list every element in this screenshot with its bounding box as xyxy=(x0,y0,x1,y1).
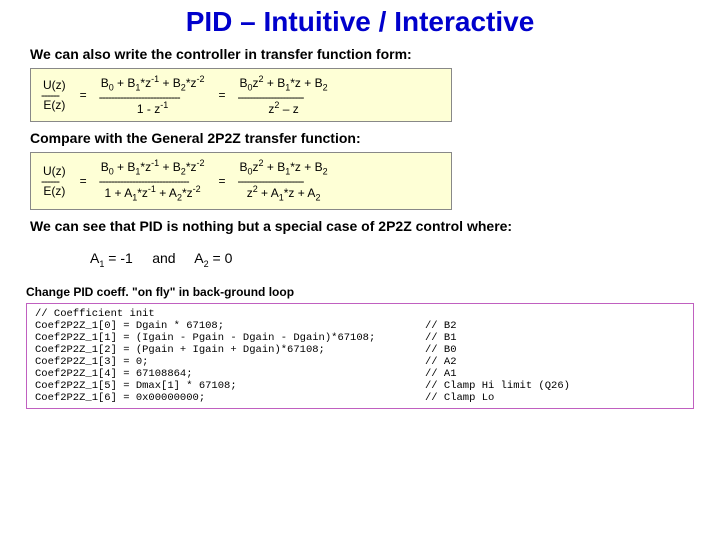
code-line: Coef2P2Z_1[1] = (Igain - Pgain - Dgain -… xyxy=(35,332,685,344)
code-line: Coef2P2Z_1[5] = Dmax[1] * 67108;// Clamp… xyxy=(35,380,685,392)
code-left: Coef2P2Z_1[1] = (Igain - Pgain - Dgain -… xyxy=(35,332,425,344)
equation-2: U(z) ------ E(z) = B0 + B1*z-1 + B2*z-2 … xyxy=(41,159,441,203)
equation-box-2: U(z) ------ E(z) = B0 + B1*z-1 + B2*z-2 … xyxy=(30,152,452,210)
code-comment: // Clamp Lo xyxy=(425,392,685,404)
eq2-mid-den: 1 + A1*z-1 + A2*z-2 xyxy=(103,184,203,203)
code-comment: // A1 xyxy=(425,368,685,380)
code-line: Coef2P2Z_1[3] = 0;// A2 xyxy=(35,356,685,368)
slide: PID – Intuitive / Interactive We can als… xyxy=(0,6,720,540)
eq2-mid-frac: B0 + B1*z-1 + B2*z-2 -------------------… xyxy=(99,159,207,203)
code-left: Coef2P2Z_1[2] = (Pgain + Igain + Dgain)*… xyxy=(35,344,425,356)
equals-icon: = xyxy=(215,175,230,188)
code-comment: // A2 xyxy=(425,356,685,368)
code-line: Coef2P2Z_1[6] = 0x00000000;// Clamp Lo xyxy=(35,392,685,404)
code-left: Coef2P2Z_1[0] = Dgain * 67108; xyxy=(35,320,425,332)
code-left: Coef2P2Z_1[4] = 67108864; xyxy=(35,368,425,380)
code-left: // Coefficient init xyxy=(35,308,425,320)
heading-2: Compare with the General 2P2Z transfer f… xyxy=(30,130,720,146)
eq2-right-den: z2 + A1*z + A2 xyxy=(245,184,323,203)
equals-icon: = xyxy=(215,89,230,102)
eq2-right-num: B0z2 + B1*z + B2 xyxy=(238,159,330,178)
code-comment: // B1 xyxy=(425,332,685,344)
equals-icon: = xyxy=(76,89,91,102)
code-comment xyxy=(425,308,685,320)
code-left: Coef2P2Z_1[6] = 0x00000000; xyxy=(35,392,425,404)
eq1-left-frac: U(z) ------ E(z) xyxy=(41,79,68,112)
equals-icon: = xyxy=(76,175,91,188)
eq1-right-num: B0z2 + B1*z + B2 xyxy=(238,75,330,94)
eq1-mid-num: B0 + B1*z-1 + B2*z-2 xyxy=(99,75,207,94)
eq2-left-den: E(z) xyxy=(41,184,67,198)
code-line: Coef2P2Z_1[2] = (Pgain + Igain + Dgain)*… xyxy=(35,344,685,356)
eq2-left-num: U(z) xyxy=(41,165,68,179)
eq2-mid-num: B0 + B1*z-1 + B2*z-2 xyxy=(99,159,207,178)
change-note: Change PID coeff. "on fly" in back-groun… xyxy=(26,285,720,299)
code-line: Coef2P2Z_1[4] = 67108864;// A1 xyxy=(35,368,685,380)
eq1-left-den: E(z) xyxy=(41,98,67,112)
slide-title: PID – Intuitive / Interactive xyxy=(0,6,720,38)
eq1-mid-den: 1 - z-1 xyxy=(135,100,170,116)
code-comment: // B2 xyxy=(425,320,685,332)
heading-1: We can also write the controller in tran… xyxy=(30,46,720,62)
code-comment: // Clamp Hi limit (Q26) xyxy=(425,380,685,392)
eq1-left-num: U(z) xyxy=(41,79,68,93)
eq2-left-frac: U(z) ------ E(z) xyxy=(41,165,68,198)
eq1-right-den: z2 – z xyxy=(266,100,300,116)
code-box: // Coefficient initCoef2P2Z_1[0] = Dgain… xyxy=(26,303,694,410)
heading-3: We can see that PID is nothing but a spe… xyxy=(30,218,720,234)
eq1-right-frac: B0z2 + B1*z + B2 ---------------------- … xyxy=(238,75,330,115)
code-left: Coef2P2Z_1[3] = 0; xyxy=(35,356,425,368)
code-line: // Coefficient init xyxy=(35,308,685,320)
equation-box-1: U(z) ------ E(z) = B0 + B1*z-1 + B2*z-2 … xyxy=(30,68,452,122)
code-line: Coef2P2Z_1[0] = Dgain * 67108;// B2 xyxy=(35,320,685,332)
eq1-mid-frac: B0 + B1*z-1 + B2*z-2 -------------------… xyxy=(99,75,207,115)
special-case-equation: A1 = -1 and A2 = 0 xyxy=(90,240,720,275)
code-left: Coef2P2Z_1[5] = Dmax[1] * 67108; xyxy=(35,380,425,392)
eq2-right-frac: B0z2 + B1*z + B2 ---------------------- … xyxy=(238,159,330,203)
equation-1: U(z) ------ E(z) = B0 + B1*z-1 + B2*z-2 … xyxy=(41,75,441,115)
code-comment: // B0 xyxy=(425,344,685,356)
